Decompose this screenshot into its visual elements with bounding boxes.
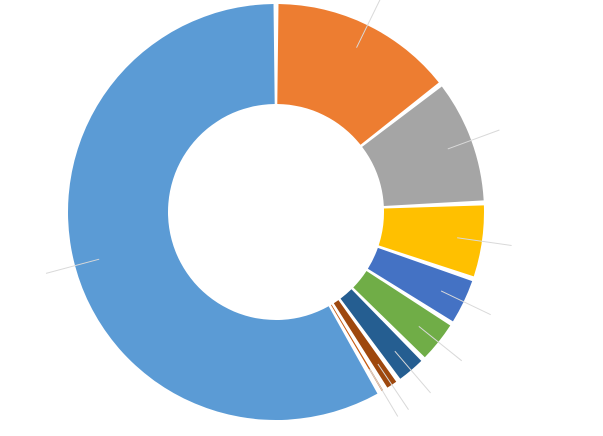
doughnut-segment: [340, 289, 422, 379]
leader-line: [457, 237, 512, 247]
doughnut-segment: [378, 205, 484, 277]
leader-line: [418, 326, 463, 362]
doughnut-segment: [353, 270, 451, 358]
doughnut-segment: [362, 86, 484, 206]
leader-line: [369, 368, 399, 417]
leader-line: [356, 0, 381, 48]
doughnut-segment: [367, 247, 473, 322]
doughnut-segment: [277, 4, 439, 145]
doughnut-segment: [333, 300, 397, 388]
leader-line: [394, 350, 431, 394]
leader-line: [377, 363, 409, 410]
leader-line: [45, 258, 100, 274]
leader-line: [447, 129, 500, 150]
leader-line: [440, 290, 491, 316]
doughnut-segment: [68, 4, 378, 420]
